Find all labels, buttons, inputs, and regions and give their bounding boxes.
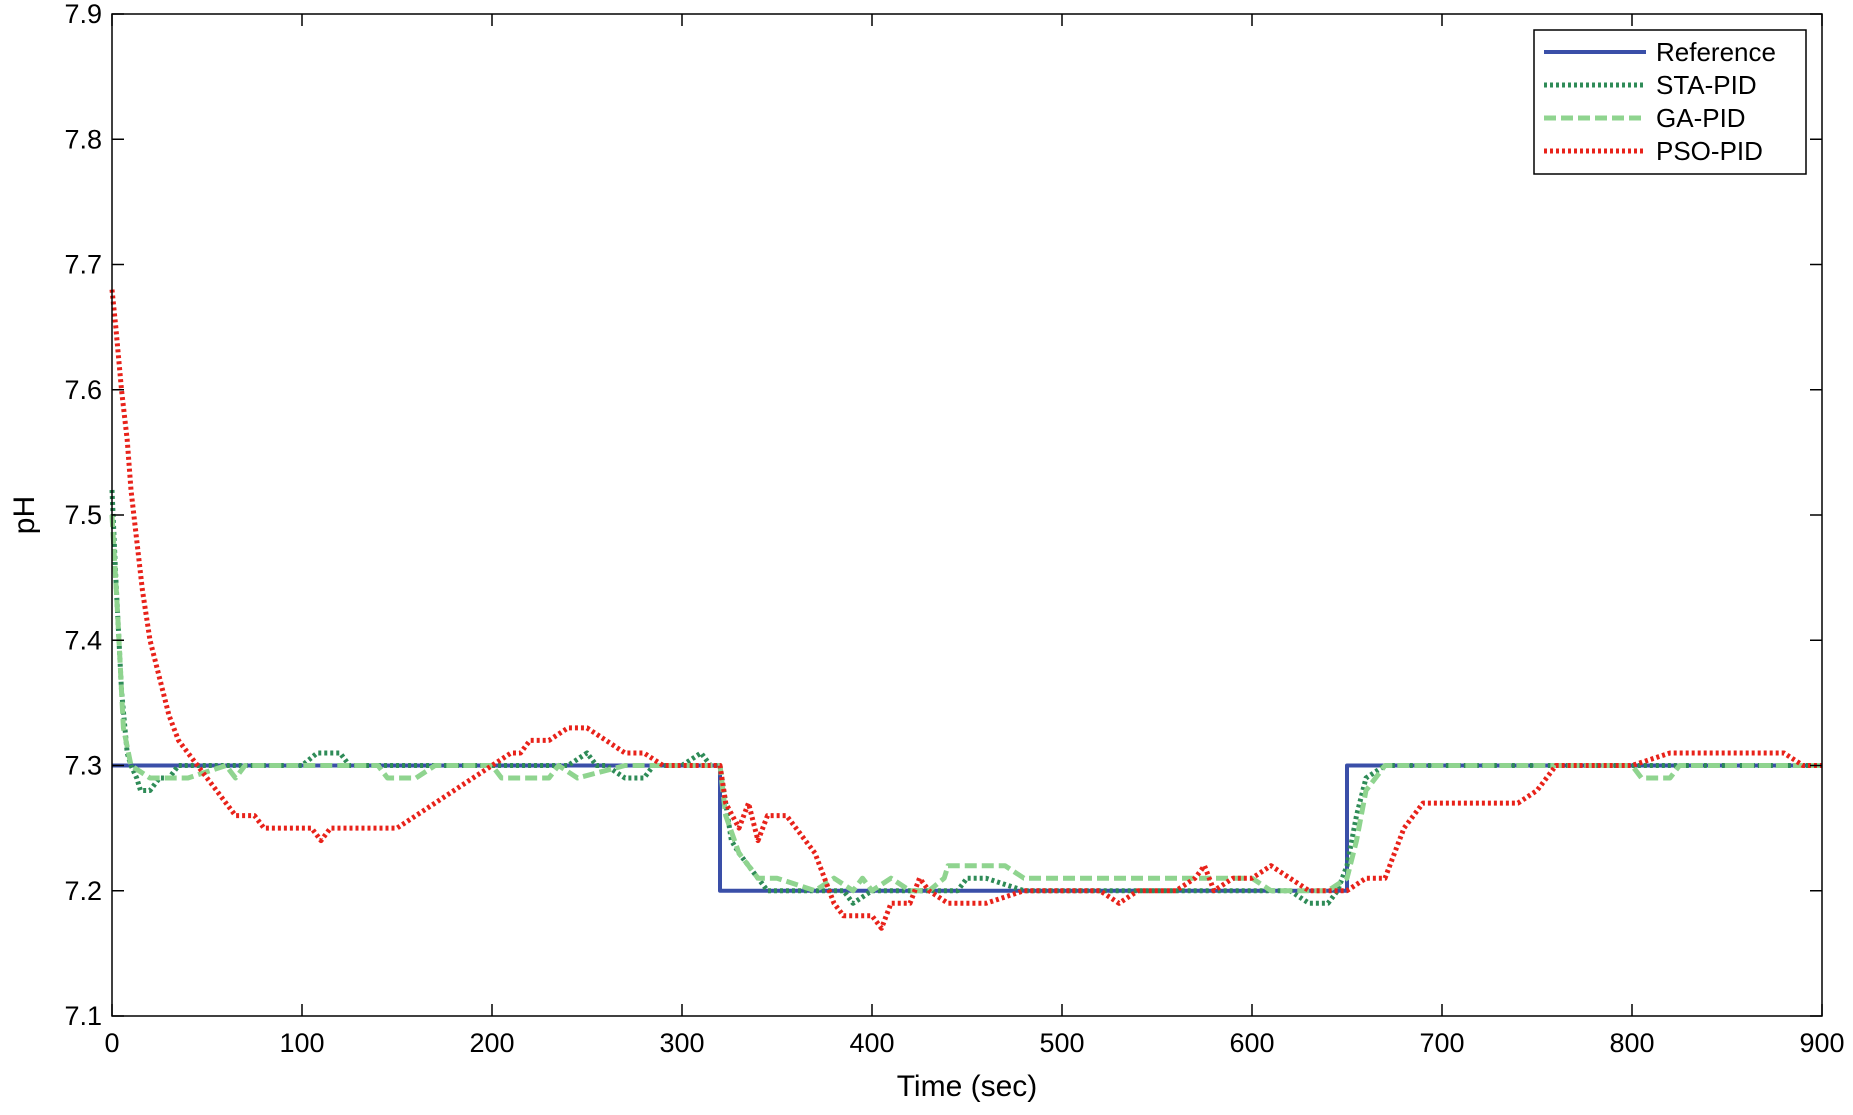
legend-label-pso-pid: PSO-PID — [1656, 136, 1763, 166]
y-tick-label: 7.6 — [64, 375, 102, 405]
y-tick-label: 7.9 — [64, 0, 102, 29]
legend-label-ga-pid: GA-PID — [1656, 103, 1746, 133]
x-tick-label: 100 — [279, 1028, 324, 1058]
series-layer — [109, 289, 1822, 931]
ticks-layer: 0 100 200 300 400 500 600 700 800 900 7.1 7.2 7.3 7.4… — [64, 0, 1844, 1058]
series-line-ga-pid — [109, 514, 1822, 894]
x-tick-label: 800 — [1609, 1028, 1654, 1058]
y-tick-label: 7.8 — [64, 124, 102, 154]
y-axis-label: pH — [8, 496, 41, 534]
x-tick-label: 0 — [104, 1028, 119, 1058]
x-axis-label: Time (sec) — [897, 1070, 1038, 1103]
x-tick-label: 500 — [1039, 1028, 1084, 1058]
y-tick-label: 7.7 — [64, 250, 102, 280]
y-tick-label: 7.3 — [64, 751, 102, 781]
x-tick-label: 700 — [1419, 1028, 1464, 1058]
x-tick-label: 300 — [659, 1028, 704, 1058]
series-line-pso-pid — [109, 289, 1822, 931]
legend-label-sta-pid: STA-PID — [1656, 70, 1757, 100]
x-tick-label: 400 — [849, 1028, 894, 1058]
y-tick-label: 7.2 — [64, 876, 102, 906]
y-tick-label: 7.4 — [64, 625, 102, 655]
x-tick-label: 200 — [469, 1028, 514, 1058]
y-tick-label: 7.1 — [64, 1001, 102, 1031]
y-tick-label: 7.5 — [64, 500, 102, 530]
x-tick-label: 900 — [1799, 1028, 1844, 1058]
legend-label-reference: Reference — [1656, 37, 1776, 67]
x-tick-label: 600 — [1229, 1028, 1274, 1058]
